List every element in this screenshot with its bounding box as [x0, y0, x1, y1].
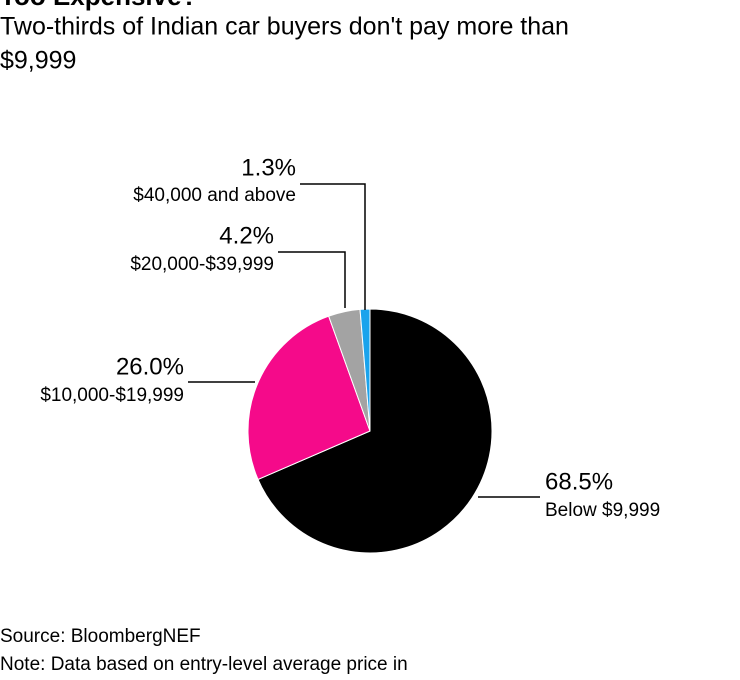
chart-subtitle: Two-thirds of Indian car buyers don't pa…: [0, 13, 569, 41]
note: Note: Data based on entry-level average …: [0, 654, 408, 675]
slice-label: $20,000-$39,999: [130, 254, 274, 275]
slice-label: $10,000-$19,999: [40, 385, 184, 406]
value-label: 68.5%: [545, 468, 613, 495]
pie: [247, 308, 493, 554]
pie-slice: [247, 315, 371, 481]
leader-line: [300, 183, 366, 310]
slice-label: $40,000 and above: [133, 185, 296, 206]
source: Source: BloombergNEF: [0, 626, 201, 647]
chart-title: Too Expensive?: [0, 0, 197, 11]
value-label: 26.0%: [116, 353, 184, 380]
chart-subtitle: $9,999: [0, 47, 76, 75]
value-label: 4.2%: [219, 222, 274, 249]
leader-line: [278, 251, 346, 308]
value-label: 1.3%: [241, 154, 296, 181]
pie-slice: [257, 308, 493, 554]
slice-label: Below $9,999: [545, 500, 660, 521]
